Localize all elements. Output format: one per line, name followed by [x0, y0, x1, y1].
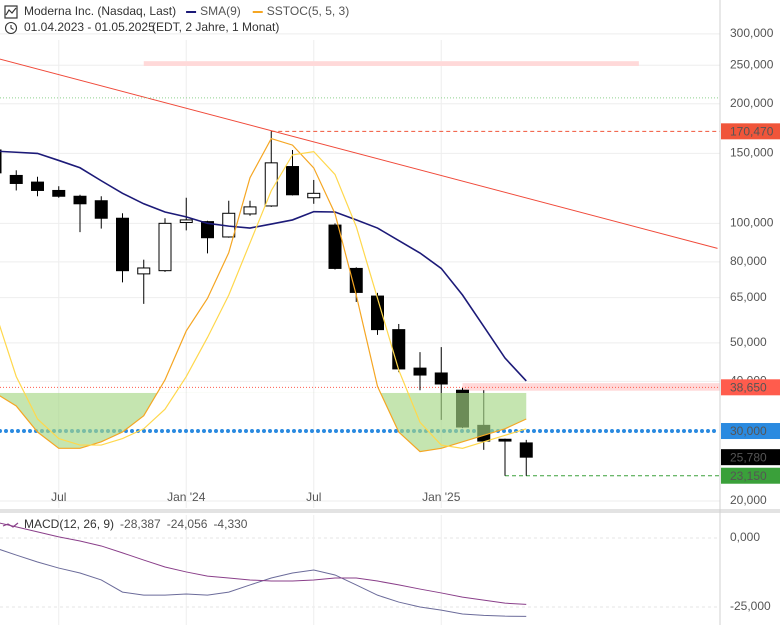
candle-body	[9, 174, 23, 184]
macd-line	[0, 522, 527, 605]
x-tick-label: Jul	[306, 490, 321, 504]
y-tick-label: 200,000	[730, 96, 774, 110]
macd-legend-value: -4,330	[213, 517, 247, 531]
candle-body	[31, 181, 44, 191]
chart-title: Moderna Inc. (Nasdaq, Last)	[24, 4, 176, 18]
x-tick-label: Jul	[51, 490, 66, 504]
price-label: 38,650	[730, 380, 767, 394]
candle-body	[52, 189, 66, 197]
candle-body	[137, 267, 151, 275]
price-label-bg	[721, 449, 780, 466]
price-label-bg	[721, 467, 780, 484]
y-tick-label: 300,000	[730, 26, 774, 40]
candle-body	[328, 224, 342, 269]
sstoc-line	[0, 150, 527, 449]
chart-icon	[4, 5, 18, 19]
y-tick-label: 150,000	[730, 146, 774, 160]
candle-body	[94, 200, 108, 219]
candle-body	[413, 367, 427, 376]
trendline	[0, 58, 718, 249]
y-tick-label: 250,000	[730, 57, 774, 71]
y-tick-label: 50,000	[730, 335, 767, 349]
candle-body	[73, 195, 87, 205]
x-tick-label: Jan '24	[167, 490, 206, 504]
candle-body	[201, 221, 214, 239]
price-label-bg	[721, 379, 780, 396]
price-label-bg	[721, 123, 780, 140]
y-tick-label: 0,000	[730, 530, 760, 544]
macd-legend-value: -28,387	[120, 517, 161, 531]
sma-line	[0, 150, 527, 382]
candle-body	[434, 372, 448, 385]
y-tick-label: 100,000	[730, 216, 774, 230]
price-label: 30,000	[730, 424, 767, 438]
legend-label: SMA(9)	[200, 4, 241, 18]
x-tick-label: Jan '25	[422, 490, 461, 504]
oversold-fill	[0, 392, 527, 452]
legend-label: SSTOC(5, 5, 3)	[267, 4, 349, 18]
clock-icon	[4, 21, 18, 35]
price-label: 170,470	[730, 125, 774, 139]
candle-body	[286, 166, 299, 196]
price-label: 25,780	[730, 450, 767, 464]
price-zone	[143, 61, 639, 66]
candle-body	[243, 206, 257, 215]
candle-body	[371, 295, 384, 331]
macd-icon	[2, 522, 19, 528]
candle-body	[307, 192, 321, 199]
candle-body	[349, 267, 363, 293]
candle-body	[0, 149, 2, 174]
y-tick-label: 80,000	[730, 254, 767, 268]
chart-note: (EDT, 2 Jahre, 1 Monat)	[152, 20, 279, 34]
y-tick-label: -25,000	[730, 599, 771, 613]
sstoc-line	[0, 137, 527, 453]
price-label-bg	[721, 423, 780, 440]
candle-body	[264, 162, 278, 207]
candle-body	[158, 222, 172, 272]
candle-body	[519, 442, 533, 458]
chart-subtitle: 01.04.2023 - 01.05.2025	[24, 20, 155, 34]
candle-body	[116, 217, 129, 272]
price-label: 23,150	[730, 469, 767, 483]
macd-legend-value: -24,056	[167, 517, 208, 531]
candle-body	[392, 329, 406, 370]
y-tick-label: 20,000	[730, 493, 767, 507]
macd-line	[0, 549, 527, 617]
y-tick-label: 65,000	[730, 290, 767, 304]
candle-body	[498, 438, 512, 442]
candle-body	[179, 219, 193, 223]
panel-separator	[0, 509, 780, 513]
macd-title: MACD(12, 26, 9)	[24, 517, 114, 531]
